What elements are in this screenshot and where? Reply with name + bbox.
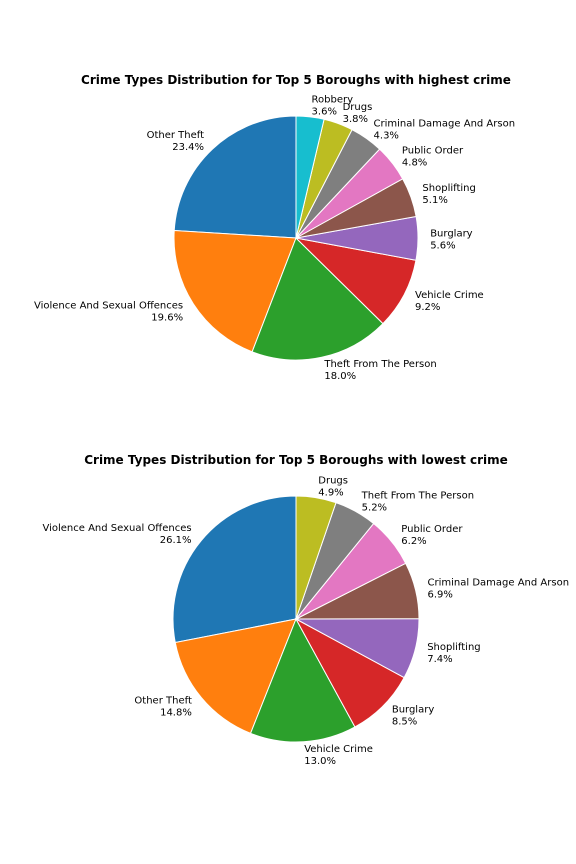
slice-label-drugs: Drugs 4.9% — [318, 476, 348, 499]
pie-labels-highest: Other Theft 23.4% Violence And Sexual Offe… — [34, 95, 515, 382]
pie-slice-violence-and-sexual-offences — [172, 495, 297, 644]
slice-label-shoplifting: Shoplifting 5.1% — [422, 183, 475, 206]
pie-slice-vehicle-crime — [249, 617, 356, 743]
pie-slice-other-theft — [173, 115, 297, 239]
slice-label-criminal-damage-and-arson: Criminal Damage And Arson 6.9% — [428, 577, 570, 600]
slice-label-drugs: Drugs 3.8% — [343, 102, 373, 125]
slice-label-burglary: Burglary 5.6% — [430, 228, 472, 251]
pie-slice-violence-and-sexual-offences — [173, 230, 297, 353]
slice-label-vehicle-crime: Vehicle Crime 9.2% — [415, 290, 484, 313]
slice-label-other-theft: Other Theft 23.4% — [147, 130, 205, 153]
slice-label-vehicle-crime: Vehicle Crime 13.0% — [304, 744, 373, 767]
chart-title-lowest: Crime Types Distribution for Top 5 Borou… — [84, 453, 508, 467]
slice-label-violence-and-sexual-offences: Violence And Sexual Offences 26.1% — [42, 523, 191, 546]
pie-chart-lowest: Crime Types Distribution for Top 5 Borou… — [42, 453, 569, 767]
slice-label-public-order: Public Order 4.8% — [402, 146, 464, 169]
pie-slice-theft-from-the-person — [251, 237, 384, 361]
pie-slice-robbery — [295, 115, 325, 239]
slice-label-shoplifting: Shoplifting 7.4% — [427, 642, 480, 665]
slice-label-robbery: Robbery 3.6% — [312, 95, 354, 118]
chart-title-highest: Crime Types Distribution for Top 5 Borou… — [81, 73, 511, 87]
pie-slice-other-theft — [174, 618, 297, 734]
slice-label-other-theft: Other Theft 14.8% — [134, 695, 192, 718]
slice-label-criminal-damage-and-arson: Criminal Damage And Arson 4.3% — [374, 118, 516, 141]
pie-chart-highest: Crime Types Distribution for Top 5 Borou… — [34, 73, 515, 382]
pie-labels-lowest: Violence And Sexual Offences 26.1% Other T… — [42, 476, 569, 768]
slice-label-violence-and-sexual-offences: Violence And Sexual Offences 19.6% — [34, 301, 183, 324]
pie-slices-highest — [173, 115, 419, 361]
slice-label-theft-from-the-person: Theft From The Person 18.0% — [323, 359, 436, 382]
pie-slices-lowest — [172, 495, 420, 743]
slice-label-theft-from-the-person: Theft From The Person 5.2% — [361, 491, 474, 514]
slice-label-burglary: Burglary 8.5% — [392, 705, 434, 728]
pie-slice-drugs — [295, 495, 337, 620]
slice-label-public-order: Public Order 6.2% — [401, 524, 463, 547]
